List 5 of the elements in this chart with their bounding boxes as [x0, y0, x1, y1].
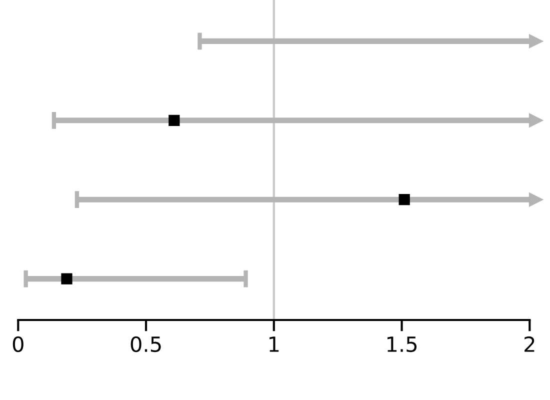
- x-tick-label: 1: [270, 336, 279, 352]
- x-tick-label: 0: [12, 336, 24, 352]
- x-tick-label: 1.5: [388, 336, 417, 352]
- x-tick-label: 0.5: [130, 336, 161, 352]
- x-tick-label: 2: [524, 336, 534, 352]
